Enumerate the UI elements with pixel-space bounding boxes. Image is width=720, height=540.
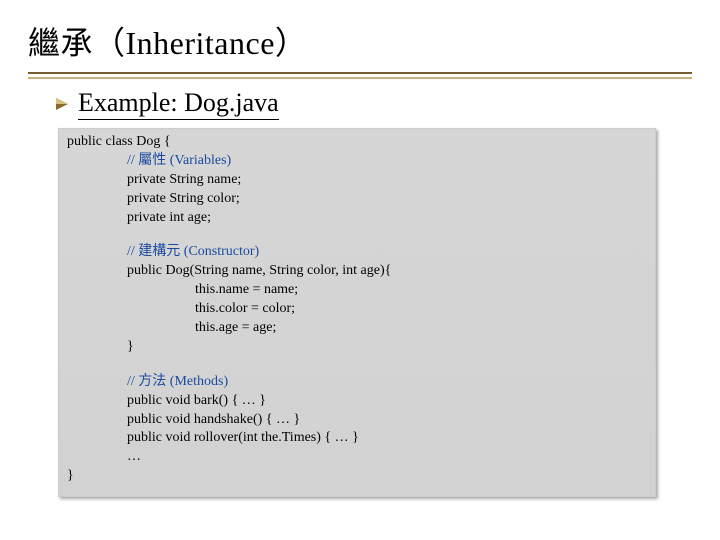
bullet-icon (56, 98, 68, 110)
code-line: } (67, 338, 647, 357)
blank-line (67, 357, 647, 373)
code-line: this.color = color; (67, 300, 647, 319)
code-line: public void bark() { … } (67, 392, 647, 411)
code-line: private int age; (67, 209, 647, 228)
content-wrap: Example: Dog.java public class Dog { // … (28, 74, 692, 497)
bullet-row: Example: Dog.java (56, 88, 692, 120)
code-comment: // 建構元 (Constructor) (67, 243, 647, 262)
code-line: private String color; (67, 190, 647, 209)
code-line: this.name = name; (67, 281, 647, 300)
code-box: public class Dog { // 屬性 (Variables) pri… (58, 128, 656, 497)
code-line: public Dog(String name, String color, in… (67, 262, 647, 281)
code-line: public void handshake() { … } (67, 411, 647, 430)
code-line: } (67, 467, 647, 486)
title-text: 繼承（Inheritance） (28, 25, 307, 61)
code-line: public void rollover(int the.Times) { … … (67, 429, 647, 448)
code-line: public class Dog { (67, 133, 647, 152)
code-line: … (67, 448, 647, 467)
blank-line (67, 227, 647, 243)
page-title: 繼承（Inheritance） (28, 18, 692, 74)
title-underline-secondary (28, 77, 692, 79)
slide: 繼承（Inheritance） Example: Dog.java public… (0, 0, 720, 540)
code-comment: // 方法 (Methods) (67, 373, 647, 392)
example-label: Example: Dog.java (78, 88, 279, 120)
code-line: this.age = age; (67, 319, 647, 338)
code-line: private String name; (67, 171, 647, 190)
code-comment: // 屬性 (Variables) (67, 152, 647, 171)
